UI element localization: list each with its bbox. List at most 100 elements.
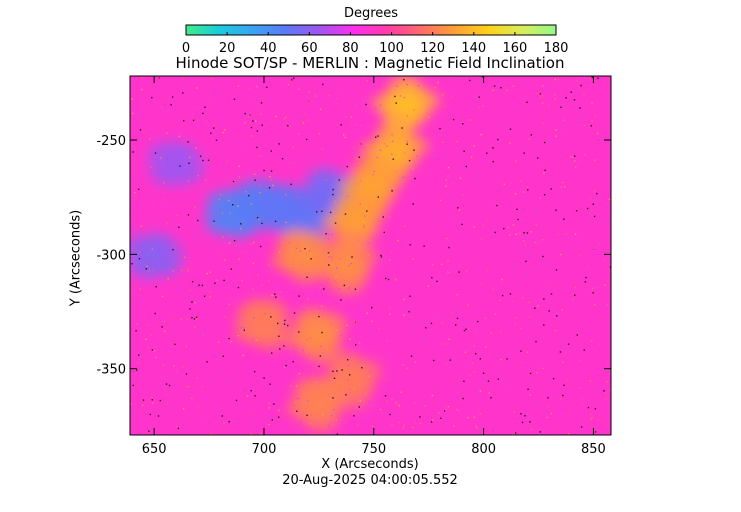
texture-speckle: [229, 169, 232, 171]
texture-speckle: [563, 98, 565, 100]
texture-speckle: [543, 298, 545, 300]
texture-speckle: [253, 425, 256, 427]
texture-speckle: [259, 185, 261, 187]
x-tick-label: 700: [252, 442, 277, 457]
texture-speckle: [413, 149, 415, 151]
texture-speckle: [385, 277, 387, 280]
texture-speckle: [465, 165, 467, 168]
texture-speckle: [597, 77, 599, 79]
texture-speckle: [606, 397, 608, 399]
texture-speckle: [414, 156, 417, 158]
texture-speckle: [573, 99, 576, 101]
texture-speckle: [167, 403, 169, 405]
texture-speckle: [522, 367, 524, 370]
texture-speckle: [479, 358, 481, 360]
texture-speckle: [332, 188, 334, 191]
texture-speckle: [254, 179, 256, 181]
texture-speckle: [520, 350, 522, 352]
texture-speckle: [527, 109, 530, 111]
texture-speckle: [343, 134, 345, 136]
texture-speckle: [266, 118, 268, 121]
texture-speckle: [388, 307, 391, 310]
texture-speckle: [204, 106, 206, 108]
texture-speckle: [385, 410, 388, 412]
texture-speckle: [287, 324, 289, 327]
texture-speckle: [265, 189, 267, 192]
texture-speckle: [302, 120, 304, 123]
texture-speckle: [182, 366, 184, 368]
texture-speckle: [217, 113, 219, 116]
texture-speckle: [315, 169, 317, 172]
texture-speckle: [144, 262, 146, 264]
inclination-region: [392, 89, 439, 114]
texture-speckle: [255, 339, 258, 341]
texture-speckle: [261, 124, 263, 126]
texture-speckle: [180, 318, 183, 320]
texture-speckle: [376, 81, 379, 83]
texture-speckle: [292, 361, 294, 363]
texture-speckle: [320, 339, 322, 342]
texture-speckle: [182, 256, 184, 258]
texture-speckle: [410, 170, 412, 172]
texture-speckle: [382, 366, 385, 368]
texture-speckle: [261, 334, 264, 336]
texture-speckle: [477, 320, 479, 323]
texture-speckle: [600, 389, 602, 391]
texture-speckle: [133, 294, 136, 296]
texture-speckle: [340, 258, 342, 261]
texture-speckle: [278, 143, 280, 145]
texture-speckle: [444, 343, 446, 345]
texture-speckle: [137, 139, 139, 141]
texture-speckle: [524, 244, 526, 246]
texture-speckle: [442, 141, 444, 143]
texture-speckle: [412, 258, 414, 260]
texture-speckle: [500, 180, 502, 182]
texture-speckle: [328, 264, 330, 266]
texture-speckle: [336, 150, 338, 152]
texture-speckle: [581, 269, 584, 272]
texture-speckle: [304, 248, 306, 250]
texture-speckle: [548, 105, 550, 107]
texture-speckle: [246, 114, 249, 116]
texture-speckle: [292, 161, 294, 164]
texture-speckle: [330, 322, 332, 325]
texture-speckle: [434, 227, 437, 229]
texture-speckle: [213, 349, 215, 352]
texture-speckle: [498, 190, 500, 192]
texture-speckle: [196, 377, 199, 379]
texture-speckle: [379, 401, 382, 403]
texture-speckle: [379, 104, 382, 106]
texture-speckle: [591, 116, 594, 118]
texture-speckle: [238, 165, 240, 167]
texture-speckle: [515, 160, 517, 162]
texture-speckle: [332, 370, 334, 372]
texture-speckle: [456, 408, 458, 411]
texture-speckle: [550, 293, 553, 295]
texture-speckle: [386, 145, 388, 147]
texture-speckle: [506, 89, 508, 91]
texture-speckle: [565, 132, 568, 134]
texture-speckle: [325, 179, 327, 182]
texture-speckle: [175, 394, 178, 396]
texture-speckle: [587, 406, 590, 409]
texture-speckle: [560, 186, 562, 188]
texture-speckle: [562, 361, 564, 363]
texture-speckle: [213, 124, 215, 127]
texture-speckle: [403, 314, 405, 316]
texture-speckle: [363, 226, 365, 228]
texture-speckle: [594, 115, 596, 117]
texture-speckle: [406, 143, 408, 145]
texture-speckle: [201, 284, 203, 287]
texture-speckle: [293, 77, 295, 79]
texture-speckle: [159, 399, 162, 402]
texture-speckle: [460, 263, 462, 266]
texture-speckle: [574, 419, 576, 421]
texture-speckle: [567, 343, 570, 345]
texture-speckle: [244, 112, 246, 115]
texture-speckle: [527, 252, 529, 254]
texture-speckle: [140, 228, 142, 230]
texture-speckle: [394, 95, 396, 98]
texture-speckle: [155, 149, 157, 151]
texture-speckle: [151, 397, 153, 399]
texture-speckle: [253, 370, 256, 373]
